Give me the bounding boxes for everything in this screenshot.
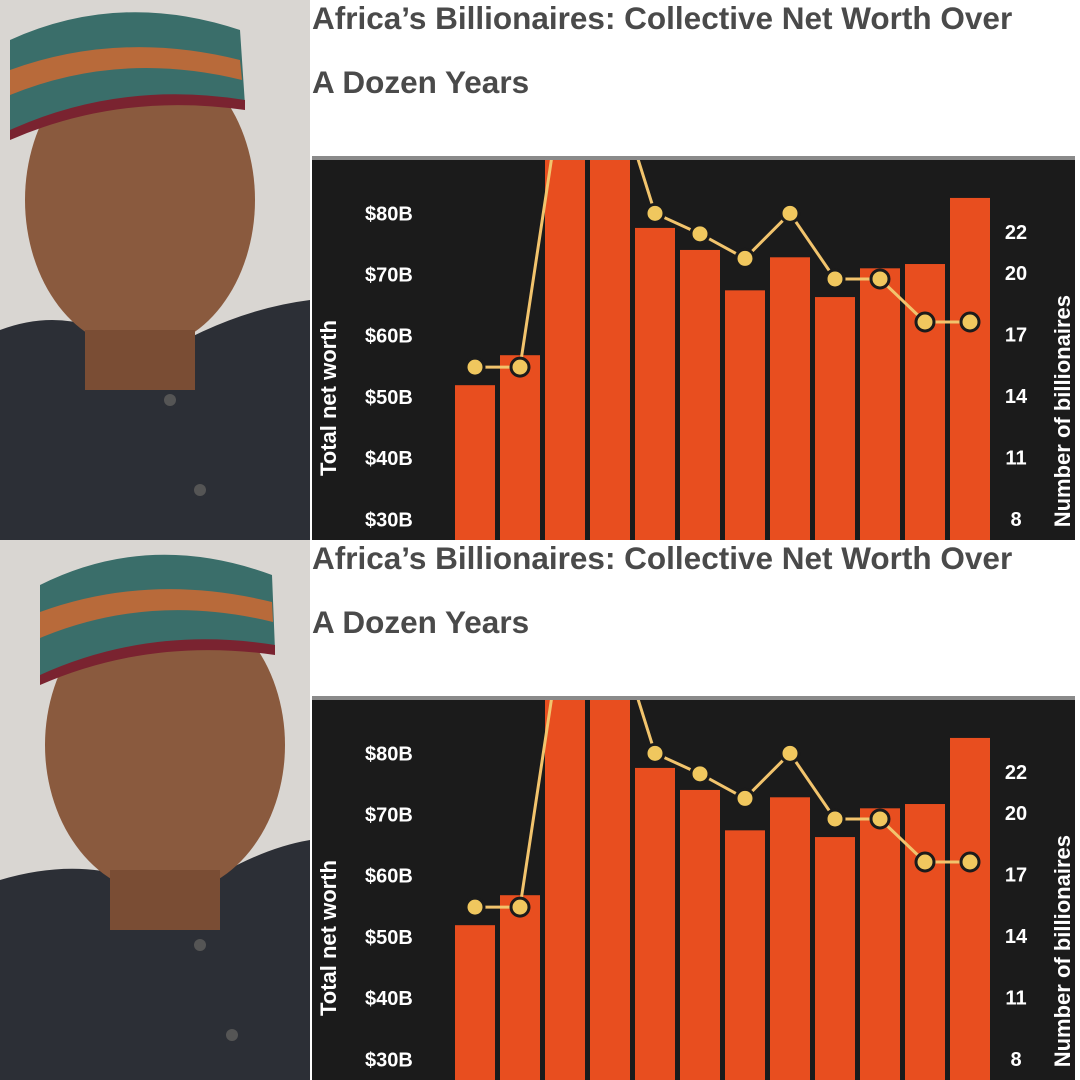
- y-tick-label: $60B: [365, 866, 413, 888]
- plot-area: $30B $40B $50B $60B $70B $80B 8 11 14 17 20 22 Total…: [316, 160, 1075, 540]
- bar: [500, 355, 540, 540]
- chart-title: Africa’s Billionaires: Collective Net Wo…: [312, 540, 1013, 640]
- bar: [860, 808, 900, 1080]
- chart: $30B $40B $50B $60B $70B $80B 8 11 14 17 20 22 Total…: [312, 156, 1080, 540]
- line-marker: [734, 787, 756, 809]
- chart: $30B $40B $50B $60B $70B $80B 8 11 14 17 20 22 Total…: [312, 696, 1080, 1080]
- bar: [815, 837, 855, 1080]
- line-marker: [689, 763, 711, 785]
- bar: [455, 925, 495, 1080]
- y-tick-label: $50B: [365, 387, 413, 409]
- line-marker: [779, 742, 801, 764]
- bar: [950, 197, 990, 540]
- y2-tick-label: 8: [1010, 509, 1021, 531]
- chart-frame: [312, 156, 1075, 160]
- y-tick-label: $70B: [365, 265, 413, 287]
- line-marker: [914, 311, 936, 333]
- line-marker: [509, 896, 531, 918]
- y2-tick-label: 11: [1005, 448, 1026, 470]
- plot-area: $30B $40B $50B $60B $70B $80B 8 11 14 17 20 22 Total…: [316, 700, 1075, 1080]
- line-marker: [959, 851, 981, 873]
- bar: [635, 227, 675, 540]
- bar: [635, 767, 675, 1080]
- y-tick-label: $80B: [365, 203, 413, 225]
- bar: [680, 249, 720, 540]
- line-marker: [869, 268, 891, 290]
- y2-tick-label: 22: [1005, 222, 1027, 244]
- line-marker: [959, 311, 981, 333]
- bar: [860, 268, 900, 540]
- line-marker: [689, 223, 711, 245]
- y2-tick-label: 22: [1005, 762, 1027, 784]
- line-marker: [464, 896, 486, 918]
- y-axis-label: Total net worth: [316, 860, 341, 1016]
- y2-tick-label: 17: [1005, 865, 1027, 887]
- y-tick-label: $60B: [365, 326, 413, 348]
- y-tick-label: $50B: [365, 927, 413, 949]
- y2-tick-label: 20: [1005, 263, 1027, 285]
- line-marker: [464, 356, 486, 378]
- bar: [545, 700, 585, 1080]
- y-tick-label: $70B: [365, 805, 413, 827]
- y-tick-label: $30B: [365, 509, 413, 531]
- bar: [455, 385, 495, 540]
- y2-tick-label: 14: [1005, 386, 1028, 408]
- y2-tick-label: 17: [1005, 325, 1027, 347]
- line-marker: [644, 202, 666, 224]
- line-marker: [734, 247, 756, 269]
- line-marker: [644, 742, 666, 764]
- line-marker: [779, 202, 801, 224]
- bar: [725, 290, 765, 540]
- y-tick-label: $40B: [365, 988, 413, 1010]
- bar: [950, 737, 990, 1080]
- bar: [815, 297, 855, 540]
- bar: [770, 797, 810, 1080]
- line-marker: [824, 268, 846, 290]
- y2-tick-label: 20: [1005, 803, 1027, 825]
- line-marker: [824, 808, 846, 830]
- right-margin: [1075, 696, 1080, 1080]
- chart-title: Africa’s Billionaires: Collective Net Wo…: [312, 0, 1013, 100]
- y2-axis-label: Number of billionaires: [1050, 295, 1075, 527]
- right-margin: [1075, 156, 1080, 540]
- line-marker: [509, 356, 531, 378]
- line-marker: [869, 808, 891, 830]
- bar: [725, 830, 765, 1080]
- y2-tick-label: 8: [1010, 1049, 1021, 1071]
- bar: [500, 895, 540, 1080]
- y2-tick-label: 14: [1005, 926, 1028, 948]
- portrait-photo: [0, 0, 310, 540]
- bar: [905, 804, 945, 1080]
- bar: [590, 160, 630, 540]
- portrait-photo: [0, 540, 310, 1080]
- bar: [590, 700, 630, 1080]
- y-tick-label: $40B: [365, 448, 413, 470]
- y2-tick-label: 11: [1005, 988, 1026, 1010]
- bar: [545, 160, 585, 540]
- y2-axis-label: Number of billionaires: [1050, 835, 1075, 1067]
- line-marker: [914, 851, 936, 873]
- y-tick-label: $80B: [365, 743, 413, 765]
- chart-frame: [312, 696, 1075, 700]
- y-axis-label: Total net worth: [316, 320, 341, 476]
- bar: [770, 257, 810, 540]
- bar: [905, 264, 945, 540]
- y-tick-label: $30B: [365, 1049, 413, 1071]
- bar: [680, 789, 720, 1080]
